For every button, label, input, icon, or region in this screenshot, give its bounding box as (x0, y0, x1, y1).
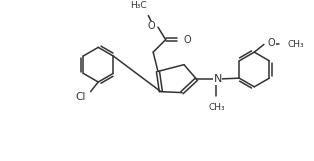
Text: Cl: Cl (75, 92, 86, 102)
Text: CH₃: CH₃ (208, 103, 225, 112)
Text: H₃C: H₃C (130, 1, 146, 10)
Text: O: O (148, 21, 155, 31)
Text: CH₃: CH₃ (287, 40, 304, 49)
Text: N: N (214, 74, 222, 84)
Text: O: O (183, 35, 191, 45)
Text: O: O (268, 38, 275, 48)
